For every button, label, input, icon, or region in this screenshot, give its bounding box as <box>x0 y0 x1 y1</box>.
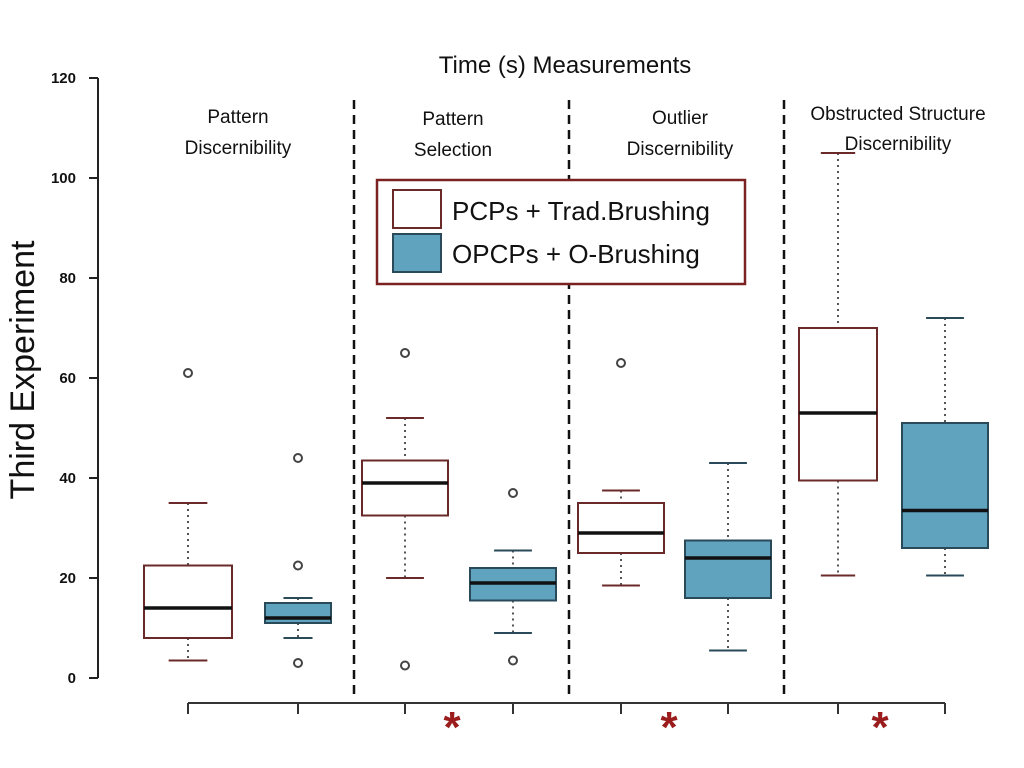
y-tick-label: 100 <box>51 170 76 187</box>
box-opcp <box>264 453 332 668</box>
y-tick-label: 40 <box>59 470 76 487</box>
box-pcp <box>143 368 233 662</box>
outlier-point <box>508 488 518 498</box>
y-tick-label: 60 <box>59 370 76 387</box>
box-iqr <box>577 502 665 554</box>
box-opcp <box>901 317 989 577</box>
task-labels: Pattern Discernibility Pattern Selection Out… <box>185 104 986 161</box>
task-label: Pattern <box>207 107 268 128</box>
outlier-point <box>293 453 303 463</box>
task-label: Selection <box>414 140 492 161</box>
box-iqr <box>143 564 233 639</box>
box-iqr <box>361 459 449 517</box>
outlier-point <box>293 658 303 668</box>
box-opcp <box>684 462 772 652</box>
legend-swatch-opcp <box>392 233 442 273</box>
group-separators <box>352 100 786 695</box>
outlier-point <box>508 655 518 666</box>
x-axis <box>187 702 946 714</box>
y-tick-label: 80 <box>59 270 76 287</box>
boxes <box>143 152 989 671</box>
task-label: Pattern <box>422 109 483 130</box>
y-tick-label: 0 <box>68 670 76 687</box>
legend-label-pcp: PCPs + Trad.Brushing <box>452 196 710 226</box>
box-iqr <box>684 539 772 599</box>
legend: PCPs + Trad.Brushing OPCPs + O-Brushing <box>375 178 747 286</box>
box-iqr <box>798 327 878 482</box>
task-label: Obstructed Structure <box>810 104 985 125</box>
outlier-point <box>183 368 193 378</box>
significance-star: * <box>443 703 461 752</box>
significance-markers: * * * <box>443 703 889 752</box>
outlier-point <box>616 358 626 368</box>
task-label: Discernibility <box>845 134 952 155</box>
task-label: Discernibility <box>627 139 734 160</box>
chart-title: Time (s) Measurements <box>439 52 692 79</box>
y-tick-label: 20 <box>59 570 76 587</box>
task-label: Outlier <box>652 108 709 129</box>
significance-star: * <box>660 703 678 752</box>
legend-label-opcp: OPCPs + O-Brushing <box>452 239 700 269</box>
box-pcp <box>798 152 878 577</box>
y-axis-label: Third Experiment <box>4 240 42 499</box>
legend-swatch-pcp <box>392 189 442 229</box>
box-pcp <box>361 348 449 671</box>
outlier-point <box>400 660 410 671</box>
box-pcp <box>577 358 665 587</box>
box-opcp <box>469 488 557 666</box>
task-label: Discernibility <box>185 138 292 159</box>
y-tick-label: 120 <box>51 70 76 87</box>
outlier-point <box>400 348 410 358</box>
outlier-point <box>293 560 303 571</box>
box-iqr <box>901 422 989 549</box>
significance-star: * <box>871 703 889 752</box>
box-iqr <box>264 602 332 624</box>
y-axis: 0 20 40 60 80 100 120 <box>51 70 99 687</box>
